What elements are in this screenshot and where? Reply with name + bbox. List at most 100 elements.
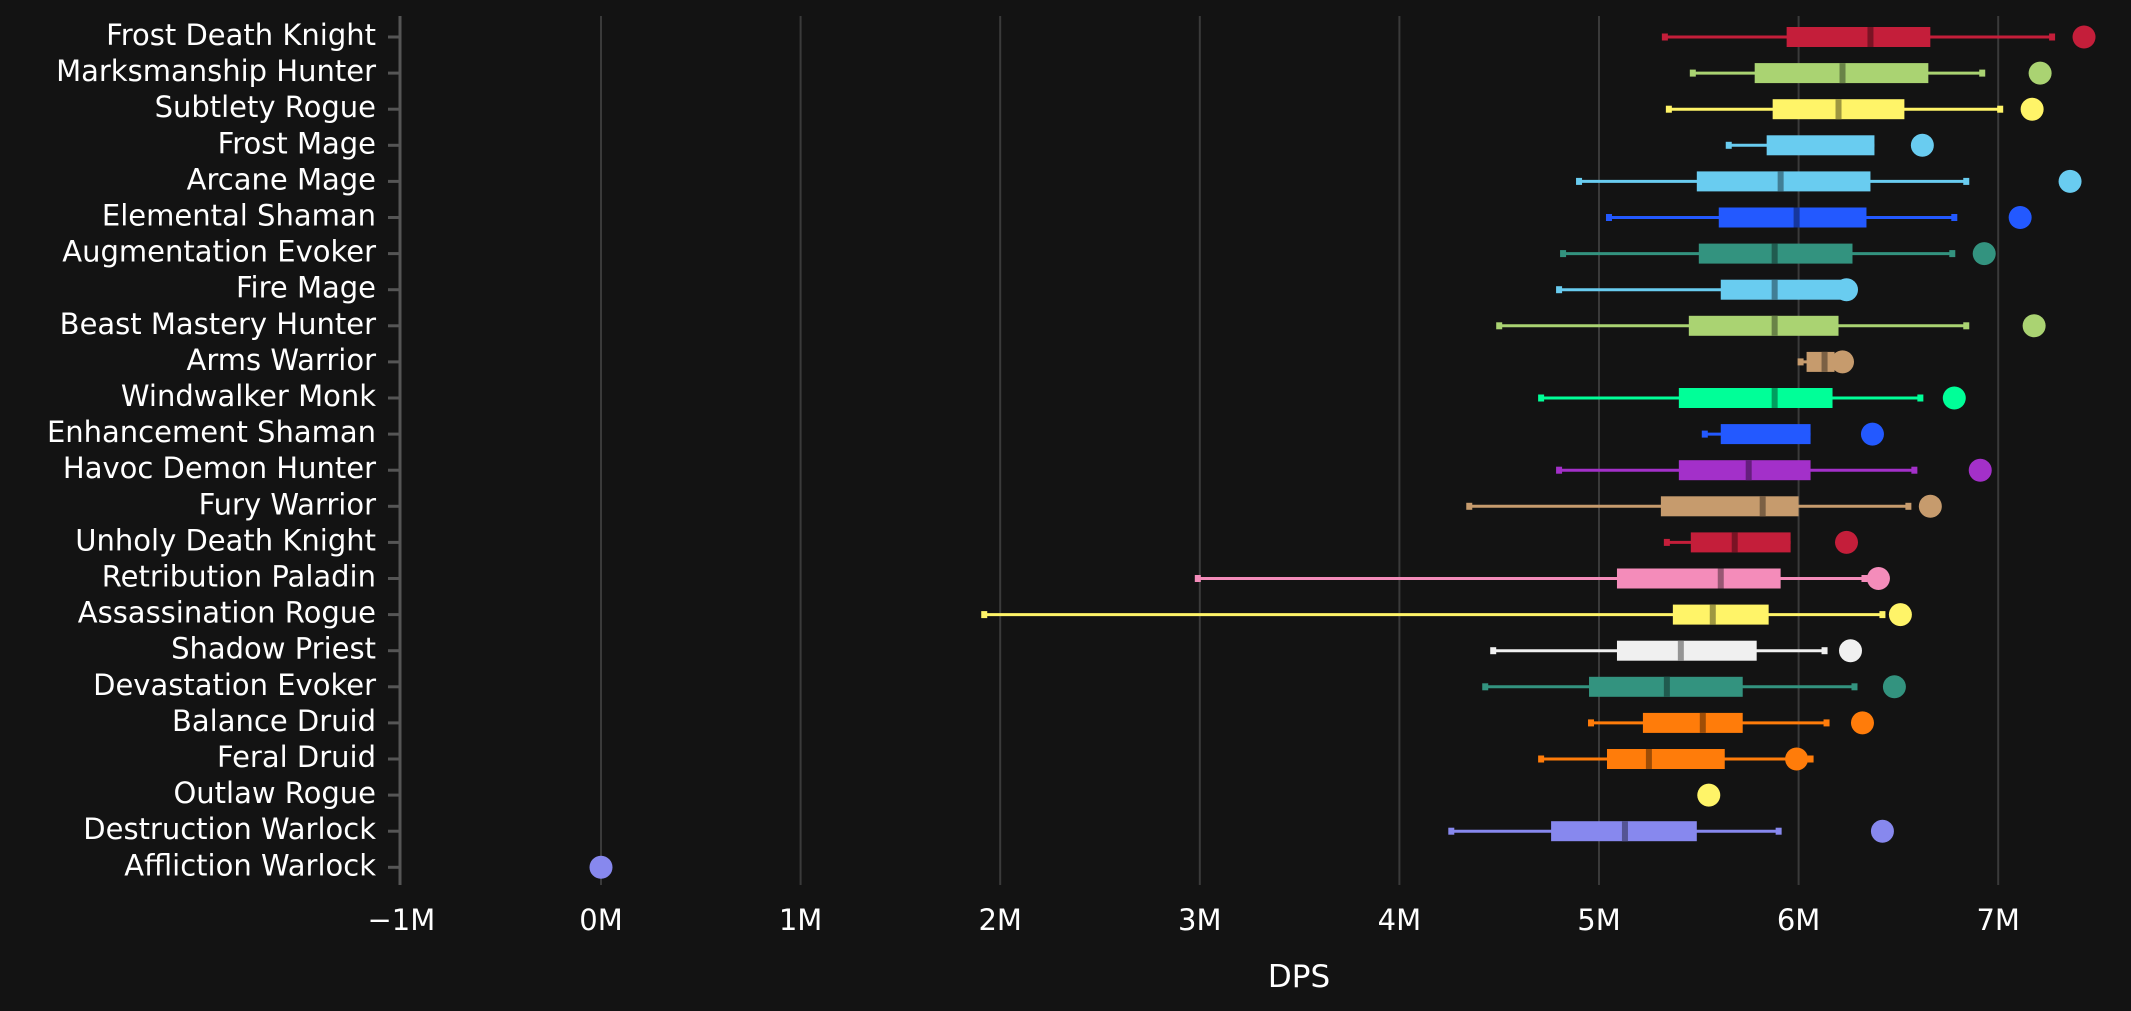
median-mark [1771,315,1778,336]
whisker-cap-min [1797,358,1804,366]
iqr-box [1718,207,1867,228]
top-dps-dot [1835,278,1859,302]
x-tick-label: 7M [1976,903,2019,937]
box-row [1797,350,1855,374]
x-tick-label: 1M [779,903,822,937]
whisker-cap-min [1588,719,1595,727]
whisker-cap-max [1823,719,1830,727]
iqr-box [1720,424,1811,445]
spec-label: Fire Mage [236,271,376,305]
top-dps-dot [2058,169,2082,193]
box-row [1496,314,2046,338]
box-row [981,603,1912,627]
spec-label: Affliction Warlock [124,848,376,882]
spec-label: Havoc Demon Hunter [63,451,376,485]
top-dps-dot [1866,567,1890,590]
whisker-cap-min [1448,827,1455,835]
box-row [1482,675,1906,699]
x-axis-ticks: −1M 0M 1M 2M 3M 4M 5M 6M 7M [368,903,2020,937]
median-mark [1759,496,1766,517]
iqr-box [1688,315,1839,336]
spec-label: Shadow Priest [171,632,376,666]
whisker-cap-max [2049,33,2056,41]
median-mark [1677,640,1684,661]
whisker-cap-min [981,611,988,619]
spec-label: Assassination Rogue [78,596,376,630]
whisker-cap-max [1807,755,1814,763]
whisker-cap-min [1661,33,1668,41]
x-tick-label: 3M [1178,903,1221,937]
top-dps-dot [1888,603,1912,627]
box-row [1588,711,1874,735]
whisker-cap-max [1979,69,1986,77]
whisker-cap-min [1556,466,1563,474]
whisker-cap-min [1556,286,1563,294]
whisker-cap-max [1951,214,1958,221]
iqr-box [1720,279,1843,300]
spec-label: Frost Mage [218,126,376,160]
top-dps-dot [2008,206,2032,229]
box-row [1448,819,1894,843]
whisker-cap-min [1560,250,1567,258]
box-row [1538,747,1814,771]
spec-label: Beast Mastery Hunter [60,307,376,341]
box-row [1701,422,1884,446]
spec-label: Arms Warrior [187,343,377,377]
box-row [1560,242,1996,266]
top-dps-dot [1835,530,1859,554]
median-mark [1709,604,1716,625]
median-mark [1793,207,1800,228]
box-row [1689,61,2052,85]
top-dps-dot [589,855,613,879]
median-mark [1771,388,1778,408]
median-mark [1771,279,1778,300]
whisker-cap-max [1905,502,1912,510]
whisker-cap-min [1496,322,1503,330]
x-tick-label: −1M [368,903,436,937]
top-dps-dot [1838,639,1862,663]
top-dps-dot [1910,133,1934,157]
box-row [1725,133,1934,157]
whisker-cap-min [1605,214,1612,221]
spec-label: Outlaw Rogue [173,776,376,810]
whisker-cap-max [1963,177,1970,185]
whisker-cap-min [1538,394,1545,402]
whisker-cap-min [1194,575,1201,582]
median-mark [1745,460,1752,481]
spec-label: Elemental Shaman [102,199,376,233]
whisker-cap-min [1663,538,1670,546]
box-row [1556,458,1992,482]
box-row [1194,567,1890,590]
box-row [1663,530,1859,554]
top-dps-dot [1870,819,1894,843]
whisker-cap-max [1851,683,1858,691]
x-axis-label: DPS [1268,959,1330,995]
top-dps-dot [1850,711,1874,735]
x-tick-label: 4M [1378,903,1421,937]
whisker-cap-max [1963,322,1970,330]
median-mark [1663,676,1670,697]
box-plots [589,25,2096,879]
top-dps-dot [2072,25,2096,49]
box-row [1490,639,1862,663]
median-mark [1699,712,1706,733]
spec-label: Marksmanship Hunter [56,54,376,88]
median-mark [1717,568,1724,589]
spec-label: Balance Druid [172,704,376,738]
iqr-box [1672,604,1769,625]
x-tick-label: 2M [978,903,1021,937]
spec-label: Arcane Mage [187,162,376,196]
spec-label: Destruction Warlock [83,812,376,846]
whisker-cap-min [1689,69,1696,77]
median-mark [1867,27,1874,47]
top-dps-dot [2022,314,2046,338]
iqr-box [1606,749,1725,769]
box-row [1605,206,2032,229]
box-row [1665,97,2044,121]
top-dps-dot [2020,97,2044,121]
iqr-box [1766,135,1875,156]
whisker-cap-max [1917,394,1924,402]
box-row [1576,169,2082,193]
spec-label: Frost Death Knight [106,18,376,52]
